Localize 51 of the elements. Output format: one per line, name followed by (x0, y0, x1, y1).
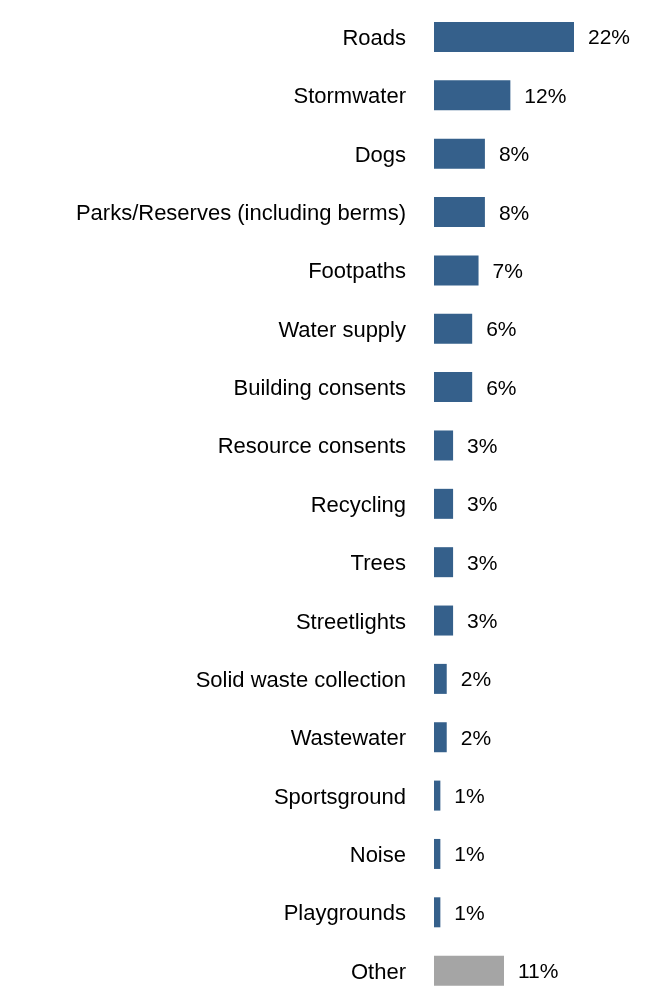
bar (434, 138, 485, 169)
bar (434, 780, 441, 811)
data-label: 6% (486, 317, 517, 341)
y-tick-label: Sportsground (273, 783, 406, 809)
data-label: 7% (492, 258, 523, 282)
y-tick-label: Resource consents (217, 433, 406, 459)
bar (434, 313, 473, 344)
y-tick-label: Recycling (310, 491, 406, 517)
data-label: 3% (467, 433, 498, 457)
bar (434, 22, 574, 52)
data-label: 2% (460, 725, 492, 749)
data-label: 1% (454, 842, 485, 866)
y-tick-label: Parks/Reserves (including berms) (75, 200, 406, 226)
bar (434, 372, 473, 403)
data-label: 8% (498, 200, 530, 224)
bar (434, 897, 441, 928)
bar (434, 80, 511, 111)
bar (434, 547, 454, 578)
bar (434, 255, 479, 286)
y-tick-label: Building consents (233, 375, 406, 401)
data-label: 6% (486, 375, 517, 399)
bar (434, 838, 441, 869)
bar (434, 488, 454, 519)
y-tick-label: Solid waste collection (195, 666, 406, 692)
bar (434, 430, 454, 461)
data-label: 22% (588, 25, 631, 49)
y-tick-label: Playgrounds (283, 900, 406, 926)
data-label: 3% (467, 492, 498, 516)
y-tick-label: Footpaths (308, 258, 406, 284)
y-tick-label: Other (350, 958, 406, 984)
data-label: 12% (524, 83, 567, 107)
y-tick-label: Roads (342, 24, 406, 50)
data-label: 3% (467, 550, 498, 574)
bar (434, 722, 447, 753)
y-tick-label: Streetlights (295, 608, 406, 634)
data-label: 1% (454, 900, 485, 924)
y-tick-label: Wastewater (290, 725, 406, 751)
y-tick-label: Trees (350, 550, 406, 576)
y-tick-label: Water supply (278, 316, 406, 342)
data-label: 2% (460, 667, 492, 691)
data-label: 11% (518, 959, 559, 983)
data-label: 3% (467, 608, 498, 632)
bar (434, 955, 504, 986)
bar (434, 605, 454, 636)
data-label: 8% (498, 142, 530, 166)
y-tick-label: Dogs (354, 141, 406, 167)
y-tick-label: Stormwater (293, 83, 406, 109)
y-tick-label: Noise (349, 841, 406, 867)
bar (434, 197, 485, 228)
bar (434, 663, 447, 694)
data-label: 1% (454, 784, 485, 808)
